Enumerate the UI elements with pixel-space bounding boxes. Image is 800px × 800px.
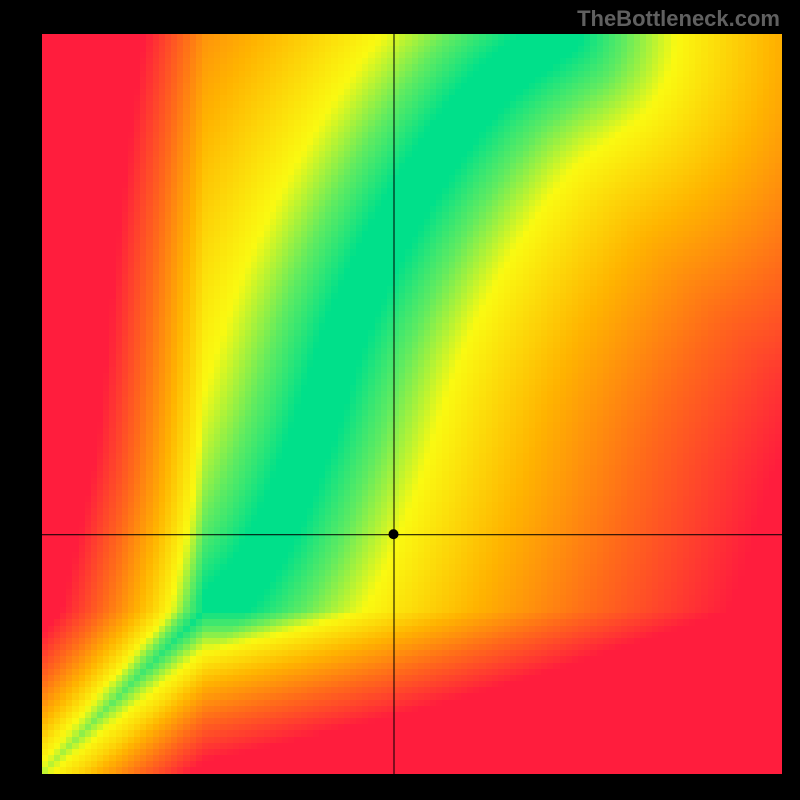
- bottleneck-heatmap: [42, 34, 782, 774]
- chart-container: TheBottleneck.com: [0, 0, 800, 800]
- watermark-text: TheBottleneck.com: [577, 6, 780, 32]
